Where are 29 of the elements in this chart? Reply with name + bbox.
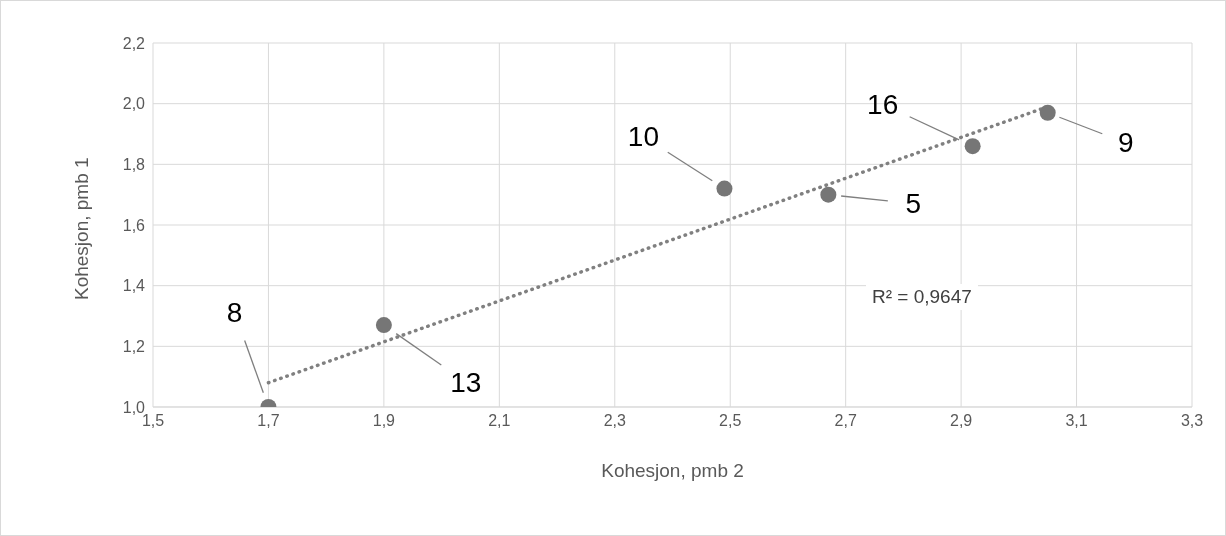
x-tick-label: 2,9 (949, 412, 973, 430)
annotation: R² = 0,9647 (866, 284, 978, 310)
x-tick-label: 3,3 (1180, 412, 1204, 430)
x-tick-label: 2,5 (719, 412, 742, 430)
x-tick-label: 1,7 (257, 412, 280, 430)
annotation: 10 (627, 121, 660, 153)
y-tick-label: 1,8 (122, 156, 146, 174)
annotation: 9 (1117, 127, 1134, 159)
point (1039, 104, 1056, 121)
x-tick-label: 2,3 (603, 412, 626, 430)
annotation: 13 (450, 366, 482, 398)
point (820, 186, 837, 203)
y-tick-label: 1,4 (122, 277, 146, 295)
x-tick-label: 1,5 (141, 412, 165, 430)
y-tick-label: 2,0 (122, 95, 146, 113)
point (716, 180, 733, 197)
x-tick-label: 2,1 (488, 412, 511, 430)
y-axis-title: Kohesjon, pmb 1 (70, 157, 92, 300)
y-tick-label: 1,6 (122, 216, 146, 234)
annotation: 16 (867, 88, 899, 120)
y-tick-label: 1,2 (122, 338, 146, 356)
x-tick-label: 3,1 (1065, 412, 1088, 430)
point (964, 138, 981, 155)
x-tick-label: 1,9 (372, 412, 396, 430)
y-tick-label: 2,2 (122, 34, 146, 52)
x-tick-label: 2,7 (834, 412, 857, 430)
annotation: 8 (226, 296, 243, 328)
x-axis-title: Kohesjon, pmb 2 (601, 460, 744, 481)
annotation: 5 (905, 188, 922, 220)
